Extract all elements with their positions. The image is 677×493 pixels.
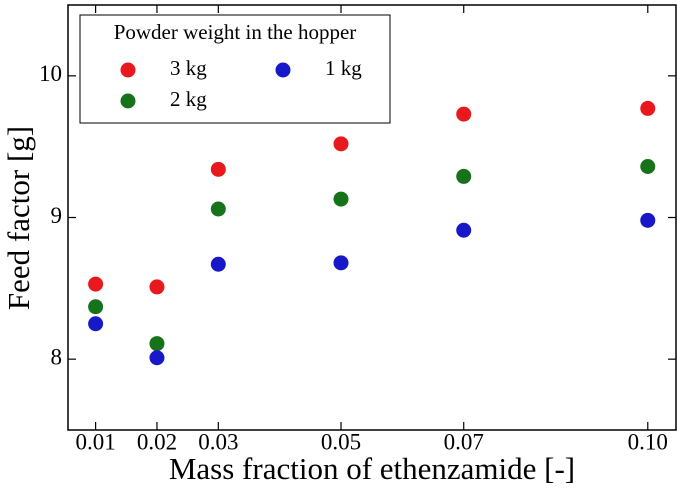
legend-label: 1 kg <box>325 56 362 80</box>
y-axis-label: Feed factor [g] <box>1 126 36 310</box>
legend-marker <box>120 62 136 78</box>
x-tick-label: 0.01 <box>75 429 115 454</box>
data-point <box>88 299 104 315</box>
data-point <box>333 255 349 271</box>
data-point <box>640 159 656 174</box>
data-point <box>210 161 226 177</box>
data-point <box>640 100 656 116</box>
data-point <box>149 350 165 366</box>
data-point <box>456 222 472 238</box>
y-tick-label: 8 <box>51 344 63 369</box>
data-point <box>456 168 472 184</box>
data-point <box>149 279 165 295</box>
x-tick-label: 0.03 <box>198 429 238 454</box>
x-axis-label: Mass fraction of ethenzamide [-] <box>169 451 575 486</box>
data-point <box>333 191 349 207</box>
x-tick-label: 0.10 <box>628 429 668 454</box>
y-tick-label: 9 <box>51 203 63 228</box>
data-point <box>456 106 472 122</box>
data-point <box>210 256 226 272</box>
x-tick-label: 0.02 <box>137 429 177 454</box>
legend-label: 2 kg <box>170 87 207 111</box>
legend-label: 3 kg <box>170 56 207 80</box>
legend-marker <box>120 93 136 109</box>
data-point <box>88 276 104 292</box>
data-point <box>149 336 165 352</box>
x-tick-label: 0.07 <box>444 429 484 454</box>
x-tick-label: 0.05 <box>321 429 361 454</box>
y-tick-label: 10 <box>39 61 62 86</box>
data-point <box>640 212 656 228</box>
legend-title: Powder weight in the hopper <box>114 20 357 44</box>
data-point <box>88 316 104 332</box>
data-point <box>210 201 226 217</box>
data-point <box>333 136 349 152</box>
legend-marker <box>275 62 291 78</box>
